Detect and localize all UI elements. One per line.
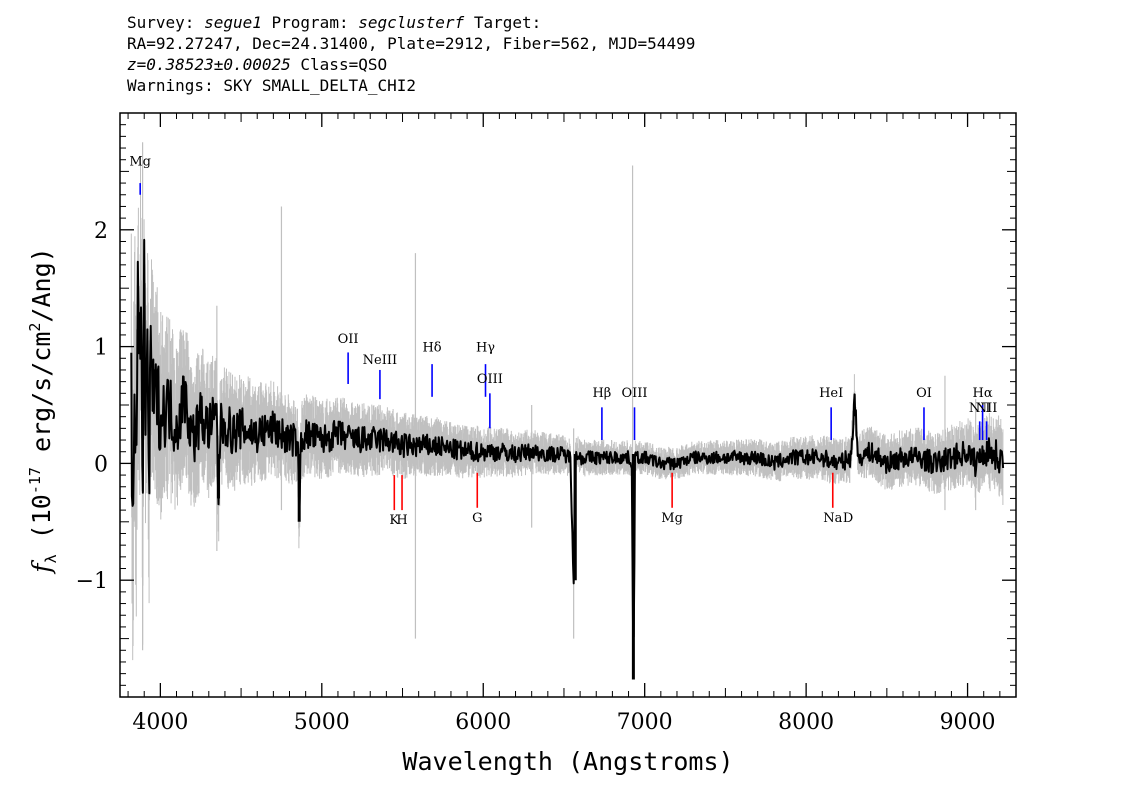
error-band-layer [130,142,1004,674]
header-line-3: z=0.38523±0.00025 Class=QSO [127,54,695,75]
absorption-line-label: K [389,513,399,528]
flux-series [130,238,1005,638]
emission-line-label: HeI [819,386,843,401]
class-value: Class=QSO [300,55,388,74]
y-tick-label: −1 [76,569,108,594]
x-tick-label: 6000 [455,710,511,735]
header-line-2: RA=92.27247, Dec=24.31400, Plate=2912, F… [127,34,696,53]
emission-line-label: Hδ [422,340,441,355]
x-tick-label: 4000 [132,710,188,735]
survey-label: Survey: [127,13,195,32]
redshift-value: z=0.38523±0.00025 [127,55,291,74]
target-label: Target: [473,13,542,32]
program-value: segclusterf [358,13,465,32]
y-tick-label: 2 [94,219,108,244]
survey-value: segue1 [204,13,262,32]
emission-line-label: NeIII [363,353,397,368]
program-label: Program: [271,13,349,32]
y-axis-title-text: fλ (10-17 erg/s/cm2/Ang) [26,247,60,574]
emission-line-label: Mg [129,155,151,170]
emission-line-label: Hγ [476,340,495,355]
emission-line-label: NII [976,401,998,416]
x-axis-title: Wavelength (Angstroms) [402,747,733,776]
spectrum-header: Survey: segue1 Program: segclusterf Targ… [127,12,695,96]
absorption-line-label: G [472,511,482,526]
flux-layer [130,238,1005,680]
emission-line-label: OII [338,332,359,347]
x-tick-label: 9000 [940,710,996,735]
x-tick-label: 7000 [617,710,673,735]
emission-line-label: OIII [477,372,503,387]
absorption-line-label: Mg [661,511,683,526]
absorption-line-label: Na [823,511,842,526]
y-tick-label: 1 [94,336,108,361]
emission-line-label: Hβ [592,386,611,401]
x-tick-label: 8000 [778,710,834,735]
absorption-line-label: D [843,511,853,526]
y-axis-title: fλ (10-17 erg/s/cm2/Ang) [26,247,60,574]
absorption-line-label: H [396,513,407,528]
x-tick-label: 5000 [294,710,350,735]
emission-line-label: Hα [973,386,993,401]
header-line-1: Survey: segue1 Program: segclusterf Targ… [127,12,695,33]
emission-line-label: OIII [621,386,647,401]
y-tick-label: 0 [94,452,108,477]
emission-line-label: NII [969,401,991,416]
axes-layer: 4000 5000 6000 7000 8000 9000 −1 0 1 2 [76,113,1017,735]
header-line-4: Warnings: SKY SMALL_DELTA_CHI2 [127,76,416,95]
emission-line-label: OI [916,386,932,401]
